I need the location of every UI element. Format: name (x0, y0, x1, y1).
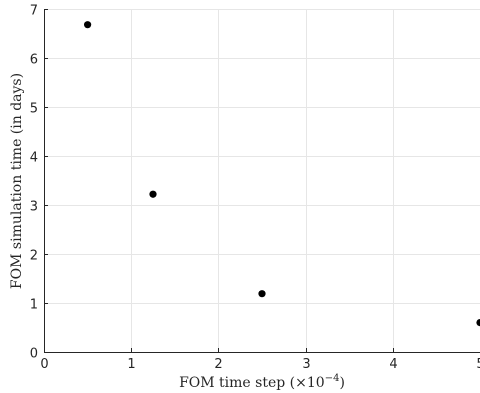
y-tick-label: 2 (30, 249, 38, 264)
x-tick-label: 2 (214, 357, 222, 372)
x-axis-label-suffix: ) (339, 375, 344, 391)
x-tick-label: 5 (476, 357, 480, 372)
y-tick-label: 1 (30, 298, 38, 313)
y-tick-label: 3 (30, 200, 38, 215)
y-tick-label: 4 (30, 151, 38, 166)
x-axis-label-exponent: −4 (325, 373, 340, 384)
y-axis-label: FOM simulation time (in days) (9, 73, 25, 289)
y-axis-ticks: 0 1 2 3 4 5 6 7 (30, 4, 48, 362)
x-tick-label: 4 (389, 357, 397, 372)
data-points (84, 21, 480, 327)
x-tick-label: 0 (40, 357, 48, 372)
axes (44, 9, 480, 353)
y-tick-label: 0 (30, 347, 38, 362)
y-tick-label: 5 (30, 102, 38, 117)
x-axis-label: FOM time step (×10−4) (179, 373, 345, 391)
x-axis-ticks: 0 1 2 3 4 5 (40, 348, 480, 372)
data-point (476, 319, 480, 327)
y-tick-label: 6 (30, 53, 38, 68)
x-tick-label: 3 (302, 357, 310, 372)
data-point (149, 190, 157, 198)
data-point (258, 290, 266, 298)
x-tick-label: 1 (127, 357, 135, 372)
data-point (84, 21, 92, 29)
grid (44, 9, 480, 353)
y-tick-label: 7 (30, 4, 38, 19)
